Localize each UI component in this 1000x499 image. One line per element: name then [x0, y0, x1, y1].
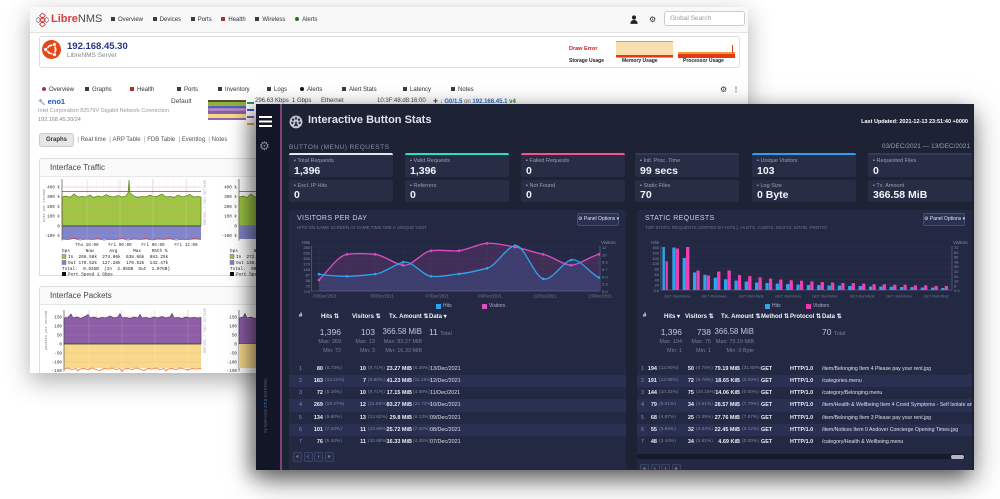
- svg-text:100: 100: [54, 325, 62, 330]
- svg-text:In 272.98k: In 272.98k: [236, 255, 265, 260]
- svg-text:170: 170: [303, 262, 310, 267]
- svg-text:100 k: 100 k: [224, 215, 237, 220]
- svg-text:16: 16: [954, 279, 959, 284]
- svg-text:400 k: 400 k: [224, 186, 237, 191]
- svg-text:24: 24: [954, 274, 959, 279]
- svg-text:GET /item/Hea: GET /item/Hea: [701, 295, 727, 299]
- svg-text:Out 179.52k 127.28k 179.52k: Out 179.52k 127.28k 179.52k 142.47k: [68, 261, 168, 266]
- svg-text:GET /item/Noti: GET /item/Noti: [850, 295, 875, 299]
- svg-text:GET /item/Inter: GET /item/Inter: [812, 295, 838, 299]
- svg-text:GET /item/Belo: GET /item/Belo: [664, 295, 690, 299]
- svg-text:Fri 12:00: Fri 12:00: [174, 243, 198, 248]
- svg-text:6.7: 6.7: [602, 267, 608, 272]
- svg-text:72: 72: [954, 245, 959, 250]
- svg-text:160: 160: [652, 245, 659, 250]
- svg-text:07/Dec/2021: 07/Dec/2021: [425, 294, 449, 299]
- svg-text:GET /item/Noti: GET /item/Noti: [924, 295, 949, 299]
- svg-text:0: 0: [234, 343, 237, 348]
- svg-text:03/Dec/2021: 03/Dec/2021: [313, 294, 337, 299]
- svg-text:GET /item/Inter: GET /item/Inter: [886, 295, 912, 299]
- svg-text:140: 140: [652, 250, 659, 255]
- svg-text:-100: -100: [52, 361, 63, 366]
- svg-text:56: 56: [954, 255, 959, 260]
- svg-text:0: 0: [57, 225, 60, 230]
- svg-text:0.0: 0.0: [602, 289, 608, 294]
- svg-text:10: 10: [602, 252, 607, 257]
- svg-text:Out 138.78k: Out 138.78k: [236, 261, 265, 266]
- svg-text:bps Now: bps Now: [230, 249, 262, 254]
- svg-text:Total: 90.16GB: Total: 90.16GB: [230, 267, 270, 272]
- svg-text:58: 58: [306, 278, 311, 283]
- svg-text:40: 40: [655, 277, 660, 282]
- svg-text:packets per second: packets per second: [44, 311, 49, 350]
- svg-text:64: 64: [954, 250, 959, 255]
- svg-text:2.3: 2.3: [602, 282, 608, 287]
- svg-text:8: 8: [954, 283, 957, 288]
- svg-text:100 k: 100 k: [47, 215, 60, 220]
- svg-text:-100: -100: [227, 361, 238, 366]
- svg-text:0: 0: [234, 225, 237, 230]
- svg-text:230: 230: [303, 251, 310, 256]
- svg-text:100: 100: [229, 325, 237, 330]
- svg-text:Visitors: Visitors: [953, 240, 968, 245]
- svg-text:140: 140: [303, 267, 310, 272]
- svg-text:-50: -50: [229, 352, 237, 357]
- svg-text:50: 50: [57, 334, 63, 339]
- svg-text:5.0: 5.0: [602, 274, 608, 279]
- svg-text:40: 40: [954, 264, 959, 269]
- svg-text:120: 120: [652, 256, 659, 261]
- svg-text:80: 80: [655, 267, 660, 272]
- svg-text:In 266.58k 274.06k 638.66k: In 266.58k 274.06k 638.66k 983.25k: [68, 255, 168, 260]
- svg-text:-150: -150: [52, 369, 63, 374]
- svg-text:87: 87: [306, 273, 311, 278]
- svg-text:300 k: 300 k: [47, 195, 60, 200]
- svg-text:150: 150: [54, 316, 62, 321]
- svg-text:0.0: 0.0: [653, 288, 659, 293]
- svg-text:bps Now Avg Max: bps Now Avg Max 95th %: [62, 249, 168, 254]
- svg-text:29: 29: [306, 284, 311, 289]
- svg-text:-50: -50: [54, 352, 62, 357]
- svg-text:-100 k: -100 k: [45, 234, 61, 239]
- svg-text:Hits: Hits: [651, 240, 659, 245]
- svg-text:RRDTOOL / TOBI OETIKER: RRDTOOL / TOBI OETIKER: [203, 180, 208, 225]
- svg-text:20: 20: [655, 283, 660, 288]
- svg-text:200 k: 200 k: [47, 205, 60, 210]
- svg-text:RRDTOOL / TOBI OETIKER: RRDTOOL / TOBI OETIKER: [203, 308, 208, 353]
- svg-text:GET /item/Belo: GET /item/Belo: [775, 295, 801, 299]
- svg-text:Visitors: Visitors: [601, 240, 616, 245]
- svg-text:Port Speed 1: Port Speed 1: [236, 273, 268, 277]
- svg-text:Port Speed 1 Gbps: Port Speed 1 Gbps: [68, 273, 113, 277]
- svg-text:Fri 00:00: Fri 00:00: [108, 243, 132, 248]
- svg-text:-150: -150: [227, 369, 238, 374]
- svg-text:Total: 0.92GB (In 2.95GB O: Total: 0.92GB (In 2.95GB Out 1.07GB): [62, 267, 170, 272]
- svg-text:GET /item/Noti: GET /item/Noti: [739, 295, 764, 299]
- svg-text:09/Dec/2021: 09/Dec/2021: [478, 294, 502, 299]
- svg-text:Hits: Hits: [302, 240, 310, 245]
- svg-text:0.0: 0.0: [954, 288, 960, 293]
- svg-text:bits per second: bits per second: [42, 190, 47, 222]
- svg-text:50: 50: [232, 334, 238, 339]
- svg-text:100: 100: [652, 261, 659, 266]
- svg-text:150: 150: [229, 316, 237, 321]
- svg-text:260: 260: [303, 245, 310, 250]
- svg-text:-100 k: -100 k: [222, 234, 238, 239]
- svg-text:8.3: 8.3: [602, 260, 608, 265]
- svg-text:13/Dec/2021: 13/Dec/2021: [588, 294, 612, 299]
- svg-text:11/Dec/2021: 11/Dec/2021: [533, 294, 557, 299]
- svg-text:Fri 06:00: Fri 06:00: [141, 243, 165, 248]
- svg-text:300 k: 300 k: [224, 195, 237, 200]
- svg-text:0: 0: [59, 343, 62, 348]
- svg-text:200: 200: [303, 256, 310, 261]
- svg-text:32: 32: [954, 269, 959, 274]
- svg-text:0.0: 0.0: [304, 289, 310, 294]
- svg-text:60: 60: [655, 272, 660, 277]
- svg-text:200 k: 200 k: [224, 205, 237, 210]
- svg-text:Thu 18:00: Thu 18:00: [75, 243, 99, 248]
- svg-text:400 k: 400 k: [47, 186, 60, 191]
- svg-text:05/Dec/2021: 05/Dec/2021: [370, 294, 394, 299]
- svg-text:48: 48: [954, 259, 959, 264]
- svg-text:12: 12: [602, 245, 607, 250]
